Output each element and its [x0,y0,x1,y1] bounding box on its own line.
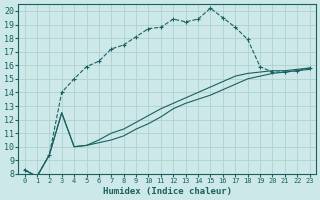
X-axis label: Humidex (Indice chaleur): Humidex (Indice chaleur) [103,187,232,196]
